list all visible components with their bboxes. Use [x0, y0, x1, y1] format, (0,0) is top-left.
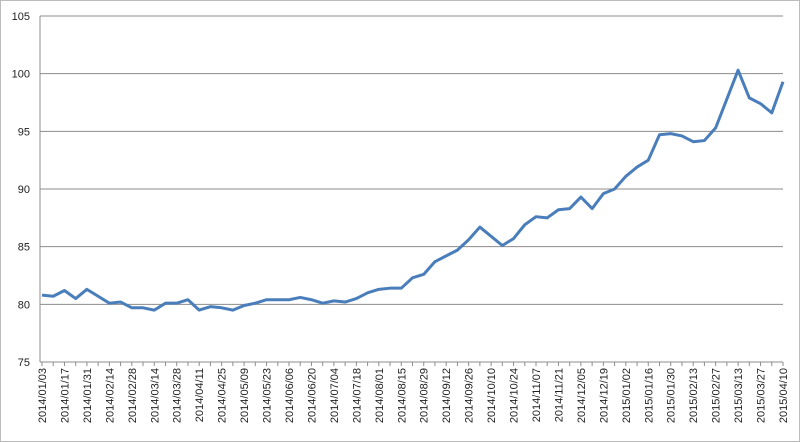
y-tick-label: 80	[18, 299, 30, 311]
x-tick-label: 2015/02/13	[688, 368, 700, 423]
x-tick-label: 2014/08/15	[396, 368, 408, 423]
x-tick-label: 2014/04/11	[194, 368, 206, 422]
x-tick-label: 2014/01/17	[59, 368, 71, 423]
x-tick-label: 2015/02/27	[711, 368, 723, 423]
x-tick-label: 2014/06/20	[306, 368, 318, 423]
x-tick-label: 2014/12/05	[576, 368, 588, 423]
x-tick-label: 2014/02/28	[127, 368, 139, 423]
x-tick-label: 2014/05/23	[262, 368, 274, 423]
x-tick-label: 2015/04/10	[778, 368, 790, 423]
x-tick-label: 2015/03/13	[733, 368, 745, 423]
x-tick-label: 2014/07/04	[329, 368, 341, 423]
x-tick-label: 2014/05/09	[239, 368, 251, 423]
x-tick-label: 2014/08/29	[419, 368, 431, 423]
x-tick-label: 2014/04/25	[217, 368, 229, 423]
x-tick-label: 2014/11/07	[531, 368, 543, 422]
y-tick-label: 105	[12, 11, 30, 23]
y-tick-label: 100	[12, 69, 30, 81]
x-tick-label: 2015/01/02	[621, 368, 633, 423]
data-line	[41, 68, 785, 312]
x-tick-label: 2014/07/18	[351, 368, 363, 423]
x-tick-label: 2014/01/03	[37, 368, 49, 423]
x-tick-label: 2014/10/10	[486, 368, 498, 423]
y-tick-label: 95	[18, 126, 30, 138]
x-tick-label: 2014/06/06	[284, 368, 296, 423]
x-tick-label: 2014/03/14	[149, 368, 161, 423]
y-tick-label: 85	[18, 242, 30, 254]
x-tick-label: 2014/12/19	[598, 368, 610, 423]
x-tick-label: 2015/01/16	[643, 368, 655, 423]
y-tick-label: 75	[18, 357, 30, 369]
x-tick-label: 2015/01/30	[666, 368, 678, 423]
x-tick-label: 2014/11/21	[553, 368, 565, 422]
y-tick-label: 90	[18, 184, 30, 196]
x-tick-label: 2014/02/14	[104, 368, 116, 423]
x-tick-label: 2014/01/31	[82, 368, 94, 423]
x-tick-label: 2014/10/24	[509, 368, 521, 423]
x-tick-label: 2014/09/12	[441, 368, 453, 423]
x-tick-label: 2014/08/01	[374, 368, 386, 423]
x-tick-label: 2014/09/26	[464, 368, 476, 423]
x-tick-label: 2015/03/27	[756, 368, 768, 423]
x-tick-label: 2014/03/28	[172, 368, 184, 423]
